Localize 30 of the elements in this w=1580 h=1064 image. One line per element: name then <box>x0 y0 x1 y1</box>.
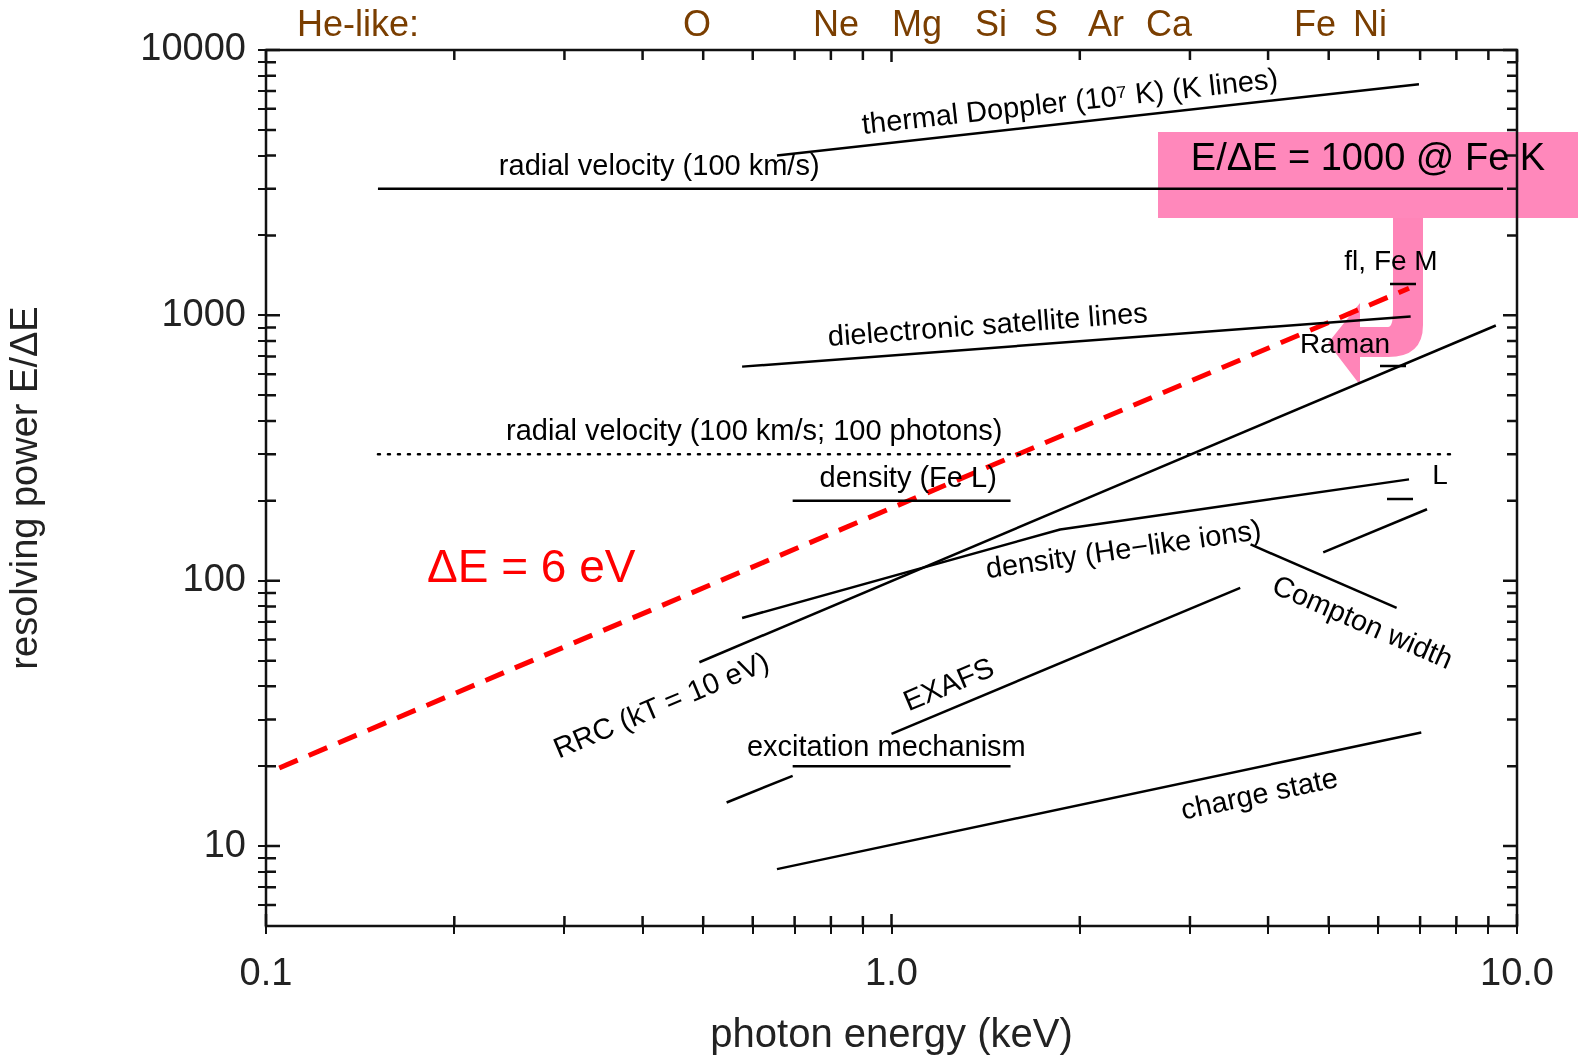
text: Ne <box>812 2 860 44</box>
x-tick-label: 10.0 <box>1480 951 1554 994</box>
series-label: radial velocity (100 km/s) <box>498 148 820 181</box>
text: S <box>1033 2 1059 44</box>
y-tick-label: 10000 <box>140 26 246 69</box>
y-tick-label: 10 <box>203 822 246 865</box>
series-label: radial velocity (100 km/s; 100 photons) <box>505 414 1003 447</box>
text: He-like: <box>296 2 420 44</box>
text: Ca <box>1145 2 1193 44</box>
text: O <box>682 2 712 44</box>
text: Mg <box>891 2 943 44</box>
text: Fe <box>1293 2 1337 44</box>
text: Ni <box>1353 2 1387 44</box>
series-label: density (Fe L) <box>819 460 997 493</box>
text: charge state <box>1177 761 1341 826</box>
annotation: L <box>1432 458 1448 490</box>
series-label: ΔE = 6 eV <box>426 539 636 592</box>
text: density (He−like ions) <box>983 513 1264 585</box>
y-tick-label: 100 <box>182 557 246 600</box>
annotation: fl, Fe M <box>1344 244 1438 276</box>
y-axis-title: resolving power E/ΔE <box>3 306 46 670</box>
x-tick-label: 0.1 <box>239 951 293 994</box>
x-tick-label: 1.0 <box>865 951 918 994</box>
text: Ar <box>1088 2 1125 44</box>
y-tick-label: 1000 <box>161 291 246 334</box>
x-axis-title: photon energy (keV) <box>710 1011 1073 1056</box>
series-label: excitation mechanism <box>746 730 1026 763</box>
text: Si <box>974 2 1008 44</box>
series-label: dielectronic satellite lines <box>826 296 1149 353</box>
annotation: Raman <box>1299 327 1391 359</box>
